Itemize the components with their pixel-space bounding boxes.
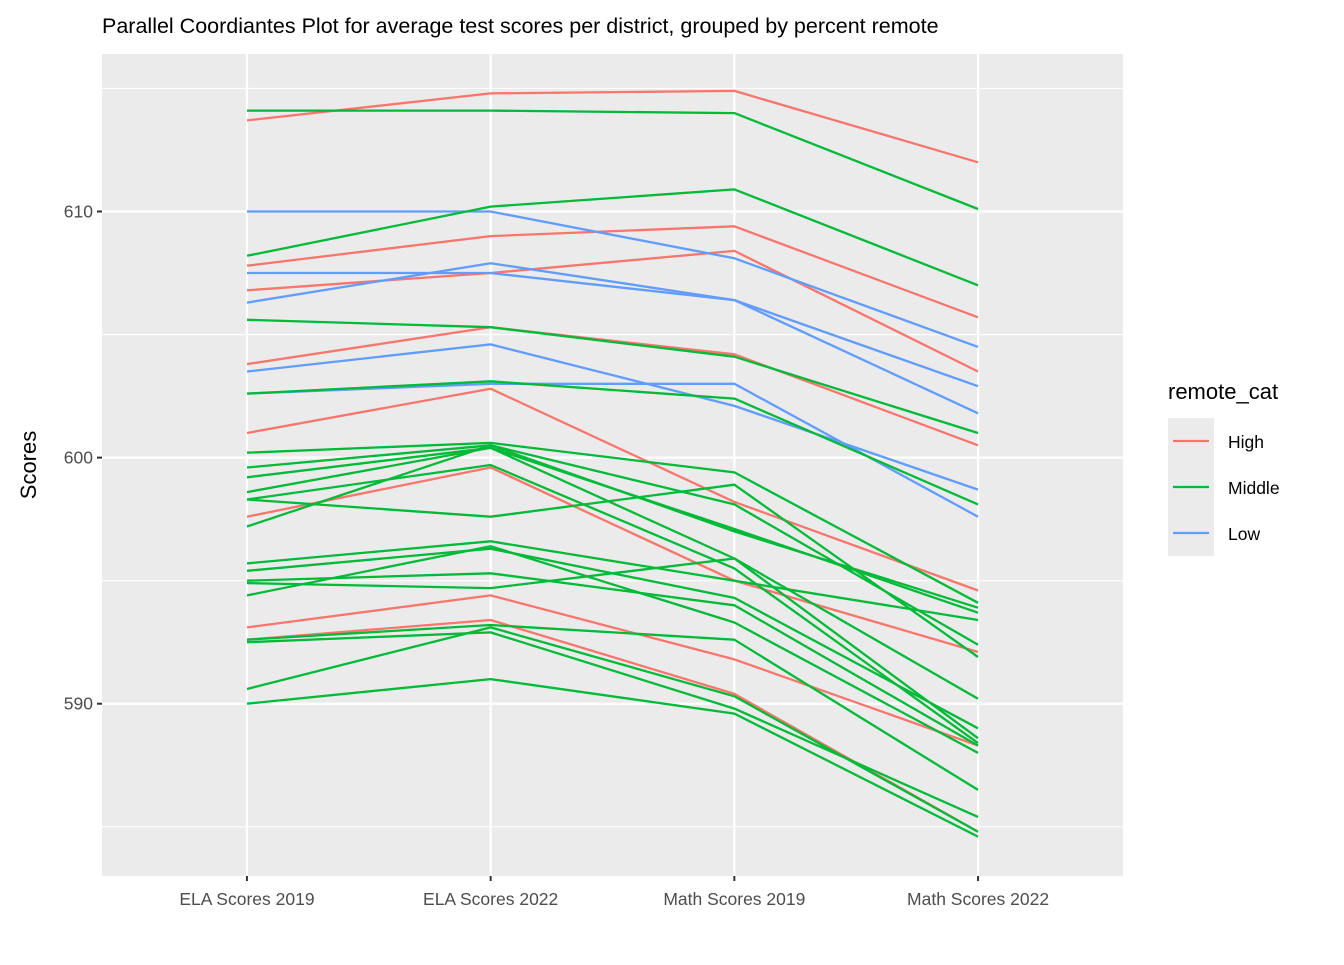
legend-item-high: High [1168,418,1264,464]
x-tick-label: ELA Scores 2019 [179,889,314,909]
x-tick-label: Math Scores 2022 [907,889,1049,909]
series-lines [246,89,979,838]
series-line-low [246,343,979,491]
y-tick-label: 600 [64,448,93,468]
series-line-middle [246,540,979,622]
legend-label: Low [1228,524,1260,544]
series-line-middle [246,463,979,745]
series-line-high [246,326,979,447]
x-tick-label: Math Scores 2019 [663,889,805,909]
series-line-low [247,271,979,415]
series-line-middle [246,446,979,700]
series-line-high [246,466,979,654]
series-line-middle [247,109,979,211]
y-axis-label: Scores [16,431,41,499]
series-line-middle [246,188,979,287]
chart-title: Parallel Coordiantes Plot for average te… [102,14,939,38]
legend-item-low: Low [1168,510,1260,556]
series-line-high [246,89,979,164]
series-line-middle [246,572,979,747]
series-line-middle [246,444,979,646]
series-line-low [246,262,979,388]
series-line-middle [246,380,979,506]
series-line-middle [246,557,979,740]
y-tick-label: 590 [64,694,93,714]
series-line-middle [246,483,979,658]
series-line-middle [246,441,979,604]
legend-label: Middle [1228,478,1280,498]
series-line-high [246,249,979,373]
legend-item-middle: Middle [1168,464,1280,510]
legend: remote_cat High Middle Low [1168,379,1280,556]
series-line-high [246,225,979,319]
series-line-middle [246,623,979,791]
series-line-high [246,594,979,747]
series-line-middle [246,444,979,609]
series-line-middle [246,545,979,754]
series-line-low [247,210,979,348]
x-tick-label: ELA Scores 2022 [423,889,558,909]
y-tick-label: 610 [64,202,93,222]
series-line-middle [246,677,979,838]
series-line-middle [246,626,979,833]
series-line-high [246,387,979,592]
axes: 590 600 610 ELA Scores 2019 ELA Scores 2022 M… [64,202,1049,909]
legend-label: High [1228,432,1264,452]
legend-title: remote_cat [1168,379,1278,404]
plot-panel [102,54,1123,876]
series-line-middle [246,318,979,435]
